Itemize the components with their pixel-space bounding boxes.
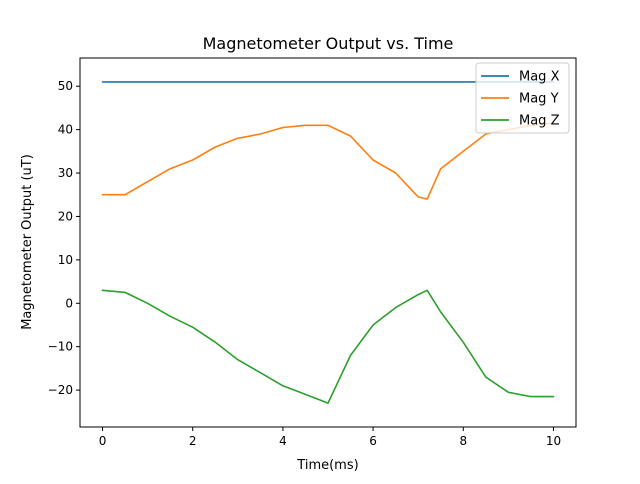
- y-tick-label: 0: [65, 296, 73, 310]
- x-tick-label: 0: [99, 434, 107, 448]
- y-axis-label: Magnetometer Output (uT): [20, 154, 35, 330]
- plot-frame: [79, 57, 577, 428]
- legend-items: Mag X Mag Y Mag Z: [481, 70, 560, 129]
- series-layer: [101, 81, 555, 404]
- series-line-mag-z: [101, 289, 555, 404]
- legend-label: Mag Y: [519, 92, 559, 107]
- y-tick-label: 40: [58, 123, 73, 137]
- x-axis-ticks: 0 2 4 6 8 10: [99, 427, 561, 448]
- x-tick-label: 2: [189, 434, 197, 448]
- y-tick-label: 10: [58, 253, 73, 267]
- legend-label: Mag X: [519, 70, 560, 85]
- y-tick-label: 20: [58, 209, 73, 223]
- legend-box: [475, 62, 570, 134]
- chart-title: Magnetometer Output vs. Time: [203, 34, 454, 53]
- x-tick-label: 4: [279, 434, 287, 448]
- y-tick-label: −20: [48, 383, 73, 397]
- legend-label: Mag Z: [519, 114, 560, 129]
- x-tick-label: 8: [459, 434, 467, 448]
- series-line-mag-y: [101, 122, 555, 200]
- y-tick-label: −10: [48, 340, 73, 354]
- legend: Mag X Mag Y Mag Z: [475, 62, 570, 134]
- y-axis-ticks: −20 −10 0 10 20 30 40 50: [48, 79, 80, 397]
- y-tick-label: 30: [58, 166, 73, 180]
- x-tick-label: 10: [546, 434, 561, 448]
- x-axis-label: Time(ms): [296, 458, 358, 473]
- y-tick-label: 50: [58, 79, 73, 93]
- x-tick-label: 6: [369, 434, 377, 448]
